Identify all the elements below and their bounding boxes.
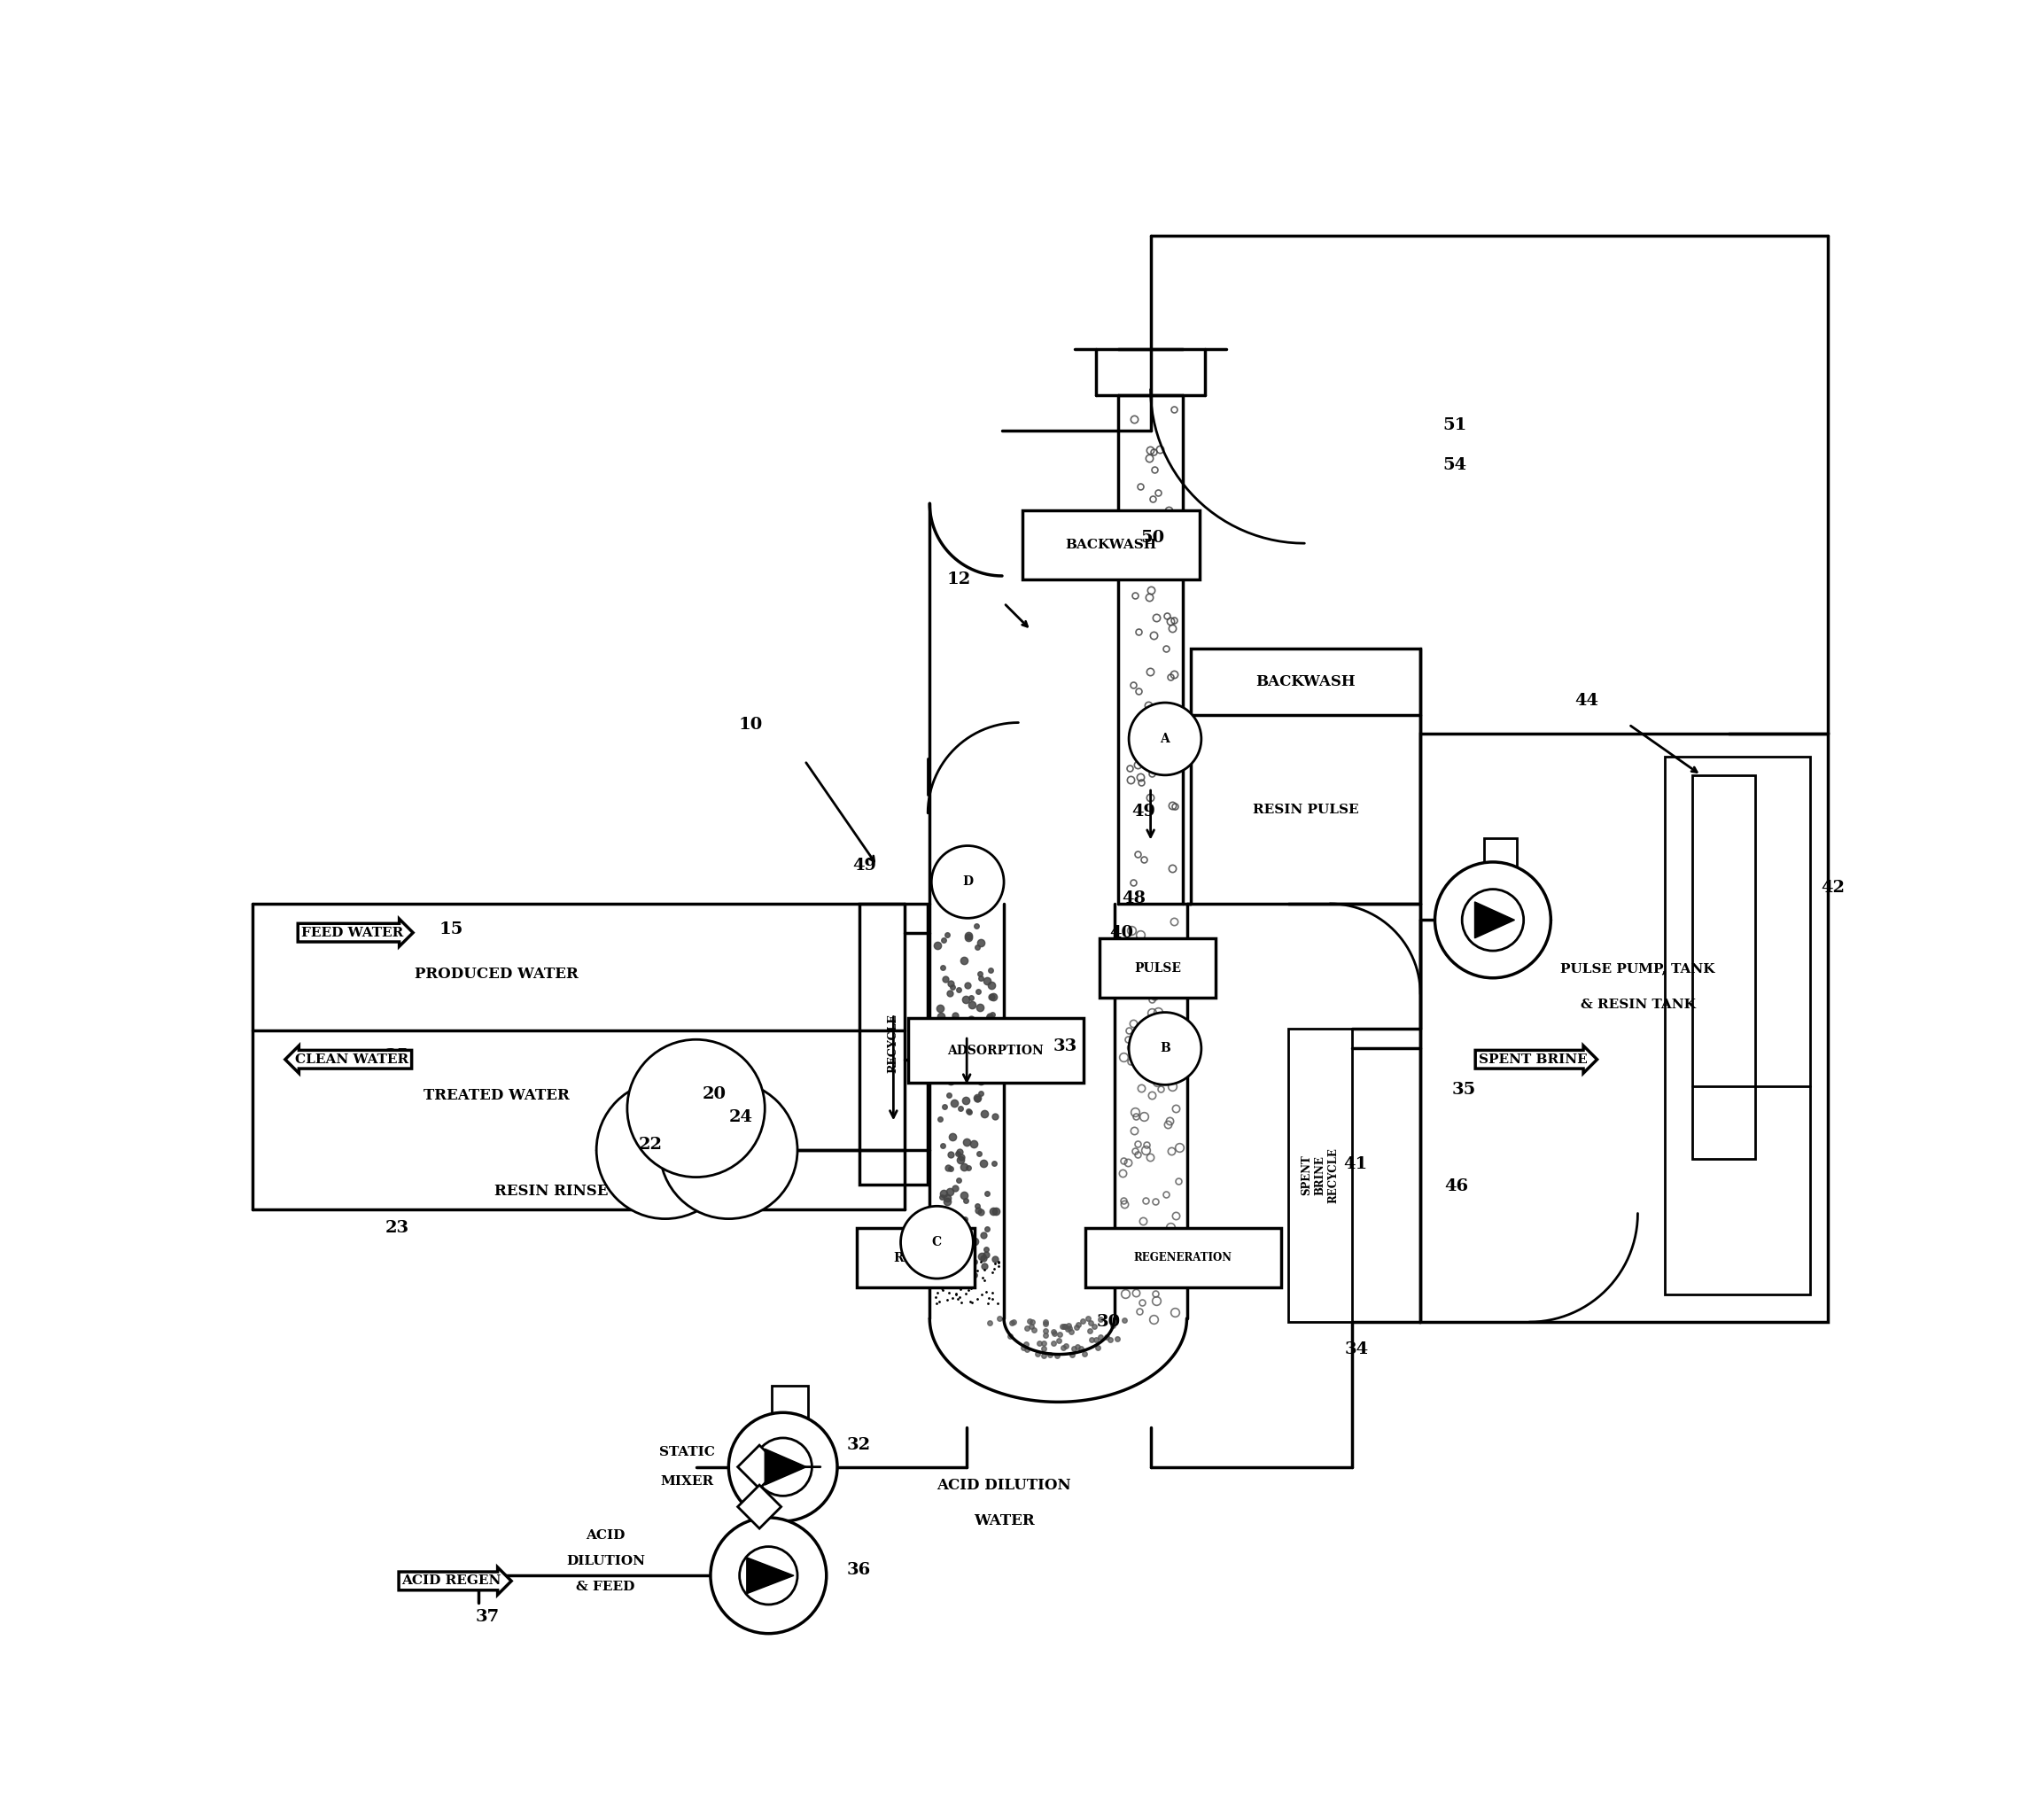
Text: 33: 33 [1053,1040,1077,1054]
Circle shape [660,1081,797,1219]
Circle shape [728,1413,838,1521]
Circle shape [1461,889,1523,951]
Text: RESIN PULSE: RESIN PULSE [1253,804,1359,815]
Circle shape [711,1518,826,1634]
Text: BACKWASH: BACKWASH [1065,540,1157,551]
Polygon shape [738,1485,781,1528]
Text: D: D [963,877,973,887]
Text: MIXER: MIXER [660,1476,713,1487]
Text: 35: 35 [1451,1083,1476,1097]
Circle shape [901,1206,973,1279]
Text: 25: 25 [384,1049,409,1063]
Bar [858,904,928,1184]
Text: 37: 37 [476,1610,501,1624]
Text: REGENERATION: REGENERATION [1134,1251,1233,1264]
Text: 22: 22 [640,1137,662,1152]
Bar [1484,838,1517,871]
Polygon shape [738,1445,781,1489]
Text: 36: 36 [846,1563,871,1577]
Text: 24: 24 [730,1110,754,1125]
Bar [1421,733,1827,1322]
Circle shape [740,1547,797,1605]
Text: PULSE PUMP, TANK: PULSE PUMP, TANK [1560,963,1715,974]
Circle shape [1128,1012,1202,1085]
Text: 20: 20 [703,1087,726,1101]
Text: & RESIN TANK: & RESIN TANK [1580,1000,1694,1011]
Text: 46: 46 [1445,1179,1470,1193]
Circle shape [1435,862,1551,978]
Text: 30: 30 [1098,1315,1120,1329]
Text: PRODUCED WATER: PRODUCED WATER [415,967,578,982]
Text: TREATED WATER: TREATED WATER [423,1088,570,1103]
Circle shape [754,1438,811,1496]
Text: B: B [1159,1043,1171,1054]
Polygon shape [746,1557,793,1594]
Text: 44: 44 [1576,694,1598,708]
Text: 51: 51 [1443,418,1468,433]
Text: ACID REGEN: ACID REGEN [403,1576,501,1586]
Circle shape [932,846,1004,918]
Text: 54: 54 [1443,458,1468,473]
Text: 41: 41 [1343,1157,1367,1172]
Bar [1666,757,1809,1295]
Text: 23: 23 [384,1221,409,1235]
Text: RECYCLE: RECYCLE [887,1014,899,1072]
Text: 15: 15 [439,922,464,936]
Text: SPENT
BRINE
RECYCLE: SPENT BRINE RECYCLE [1300,1148,1339,1203]
Text: RESIN RINSE: RESIN RINSE [495,1184,607,1199]
Text: 10: 10 [738,717,762,732]
Text: ADSORPTION: ADSORPTION [948,1045,1044,1056]
Text: 12: 12 [946,572,971,587]
Text: 50: 50 [1141,531,1165,545]
Text: RINSE: RINSE [893,1251,938,1264]
Polygon shape [1474,902,1515,938]
Polygon shape [764,1449,807,1485]
Text: 42: 42 [1821,880,1846,895]
Text: FEED WATER: FEED WATER [300,927,403,938]
Text: ACID DILUTION: ACID DILUTION [936,1478,1071,1492]
Text: 32: 32 [846,1438,871,1452]
Circle shape [628,1040,764,1177]
Bar [1100,938,1216,998]
Bar [1692,775,1756,1159]
Bar [773,1385,807,1418]
Text: CLEAN WATER: CLEAN WATER [294,1054,409,1065]
Text: & FEED: & FEED [576,1581,636,1592]
Text: WATER: WATER [973,1514,1034,1528]
Text: 40: 40 [1110,925,1134,940]
Text: 49: 49 [852,858,877,873]
Text: 49: 49 [1132,804,1155,819]
Circle shape [1128,703,1202,775]
Text: SPENT BRINE: SPENT BRINE [1478,1054,1586,1065]
Bar [1085,1228,1282,1288]
Bar [1288,1029,1351,1322]
Text: ACID: ACID [587,1530,625,1541]
Bar [856,1228,975,1288]
Bar [1190,648,1421,904]
Bar [908,1018,1083,1083]
Text: C: C [932,1237,942,1248]
Text: STATIC: STATIC [658,1447,715,1458]
Text: A: A [1161,733,1169,744]
Text: PULSE: PULSE [1134,962,1181,974]
Bar [1022,511,1200,580]
Circle shape [597,1081,734,1219]
Text: BACKWASH: BACKWASH [1255,674,1355,690]
Text: 48: 48 [1122,891,1147,906]
Text: 34: 34 [1345,1342,1369,1356]
Text: DILUTION: DILUTION [566,1556,646,1567]
